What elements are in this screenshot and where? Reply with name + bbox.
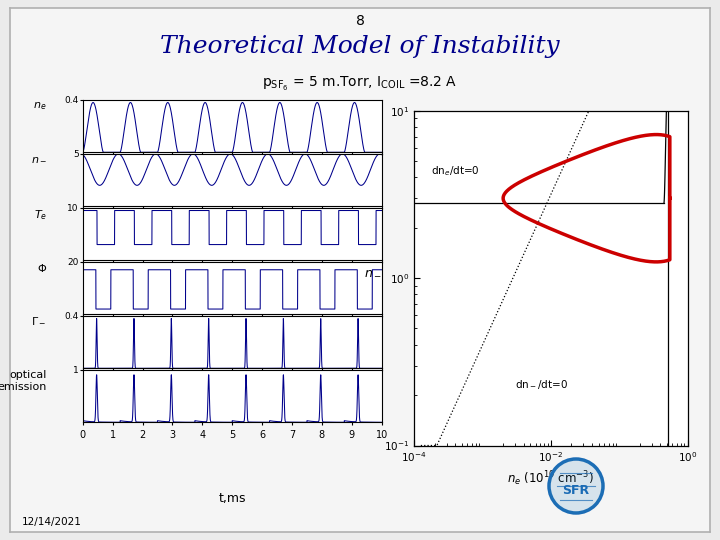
X-axis label: $n_e$ (10$^{10}$ cm$^{-3}$): $n_e$ (10$^{10}$ cm$^{-3}$) (508, 470, 594, 488)
Text: t,ms: t,ms (218, 492, 246, 505)
Text: 12/14/2021: 12/14/2021 (22, 516, 81, 526)
Text: $\mathregular{p_{SF_6}}$ = 5 m.Torr, $\mathregular{I_{COIL}}$ =8.2 A: $\mathregular{p_{SF_6}}$ = 5 m.Torr, $\m… (263, 75, 457, 92)
Text: dn$_-$/dt=0: dn$_-$/dt=0 (515, 379, 568, 391)
Y-axis label: $n_-$: $n_-$ (31, 154, 47, 164)
Y-axis label: $T_e$: $T_e$ (34, 208, 47, 222)
Text: dn$_e$/dt=0: dn$_e$/dt=0 (431, 164, 480, 178)
Y-axis label: $n_e$: $n_e$ (33, 100, 47, 112)
Text: Theoretical Model of Instability: Theoretical Model of Instability (160, 35, 560, 58)
Y-axis label: $n_-$: $n_-$ (364, 265, 382, 278)
Y-axis label: optical
emission: optical emission (0, 370, 47, 392)
Text: 8: 8 (356, 14, 364, 28)
Text: SFR: SFR (562, 483, 590, 497)
Y-axis label: $\Gamma_-$: $\Gamma_-$ (32, 316, 47, 326)
Circle shape (549, 459, 603, 513)
Y-axis label: $\Phi$: $\Phi$ (37, 262, 47, 274)
